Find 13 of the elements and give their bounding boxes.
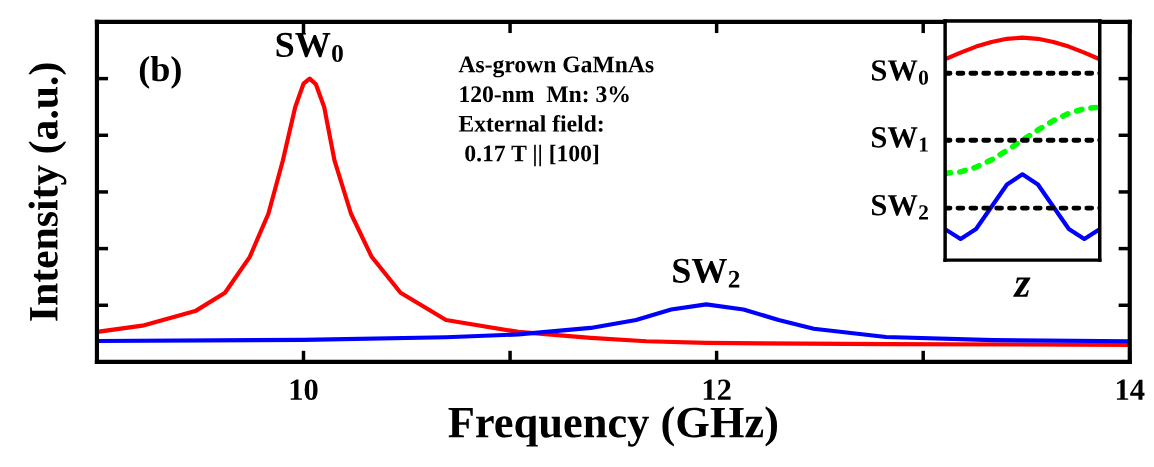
annotation: (b) <box>139 55 181 89</box>
y-axis-title: Intensity (a.u.) <box>28 63 67 321</box>
x-tick-label: 12 <box>703 379 731 400</box>
ref-line-label: SW$_{1}$ <box>872 127 928 152</box>
x-tick-label: 14 <box>1116 379 1145 400</box>
annotation: SW$_{2}$ <box>673 258 740 288</box>
annotation: As-grown GaMnAs 120-nm Mn: 3% External field: 0.17 T || [100] <box>458 56 654 167</box>
x-axis-title: Frequency (GHz) <box>448 406 778 447</box>
ref-line-label: SW$_{0}$ <box>872 60 929 85</box>
x-tick-label: 10 <box>290 379 318 401</box>
x-axis-title: z <box>1013 277 1031 297</box>
annotation: SW$_{0}$ <box>276 32 343 62</box>
ref-line-label: SW$_{2}$ <box>872 194 928 220</box>
